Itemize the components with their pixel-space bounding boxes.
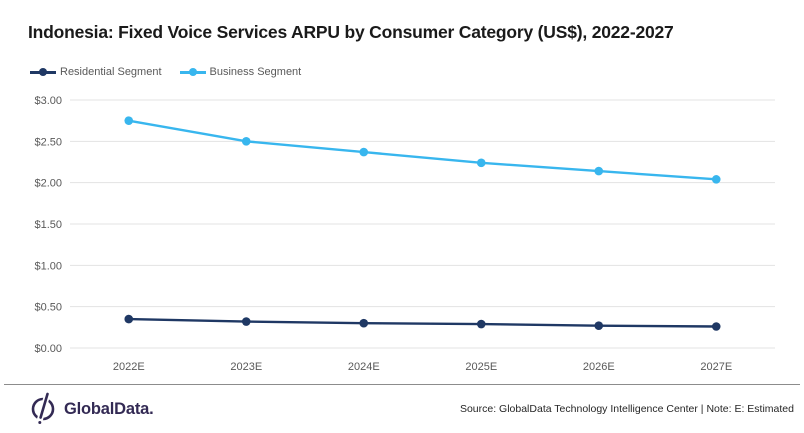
data-point-business-segment [711, 175, 721, 184]
line-marker-icon [30, 68, 56, 76]
series-line-business-segment [127, 119, 718, 181]
footer-divider [4, 384, 800, 385]
data-point-business-segment [359, 147, 369, 157]
data-point-residential-segment [241, 317, 251, 326]
data-point-business-segment [476, 158, 486, 168]
y-axis-tick-label: $3.00 [34, 95, 62, 107]
y-axis-tick-label: $2.50 [34, 136, 62, 148]
footer: GlobalData. Source: GlobalData Technolog… [0, 385, 804, 433]
legend-item-business: Business Segment [179, 66, 302, 78]
page-title: Indonesia: Fixed Voice Services ARPU by … [28, 22, 674, 42]
x-axis-tick-label: 2022E [113, 361, 145, 373]
data-point-residential-segment [359, 318, 369, 328]
x-axis-tick-label: 2027E [700, 361, 732, 373]
globaldata-logo-text: GlobalData. [64, 399, 154, 418]
source-note: Source: GlobalData Technology Intelligen… [459, 403, 794, 415]
x-axis-tick-label: 2023E [230, 361, 262, 373]
data-point-business-segment [594, 166, 604, 176]
y-axis-tick-label: $1.50 [34, 219, 62, 231]
data-point-residential-segment [594, 321, 604, 330]
data-point-residential-segment [124, 314, 134, 324]
series-line-residential-segment [127, 317, 718, 328]
data-point-residential-segment [711, 322, 721, 331]
circle-slash-icon [31, 392, 55, 424]
y-axis-tick-label: $2.00 [34, 178, 62, 190]
legend-label: Residential Segment [60, 66, 162, 78]
legend-label: Business Segment [209, 66, 302, 78]
data-point-business-segment [241, 137, 251, 146]
data-point-residential-segment [476, 319, 486, 329]
x-axis-tick-label: 2026E [583, 361, 615, 373]
x-axis-tick-label: 2024E [348, 361, 380, 373]
legend-item-residential: Residential Segment [30, 66, 162, 78]
y-axis-tick-label: $1.00 [34, 260, 62, 272]
x-axis-tick-label: 2025E [465, 361, 497, 373]
legend: Residential Segment Business Segment [30, 66, 301, 78]
data-point-business-segment [124, 116, 134, 125]
line-marker-icon [179, 68, 206, 76]
y-axis-tick-label: $0.00 [34, 343, 62, 355]
globaldata-logo: GlobalData. [30, 392, 154, 426]
y-axis-tick-label: $0.50 [34, 302, 62, 314]
